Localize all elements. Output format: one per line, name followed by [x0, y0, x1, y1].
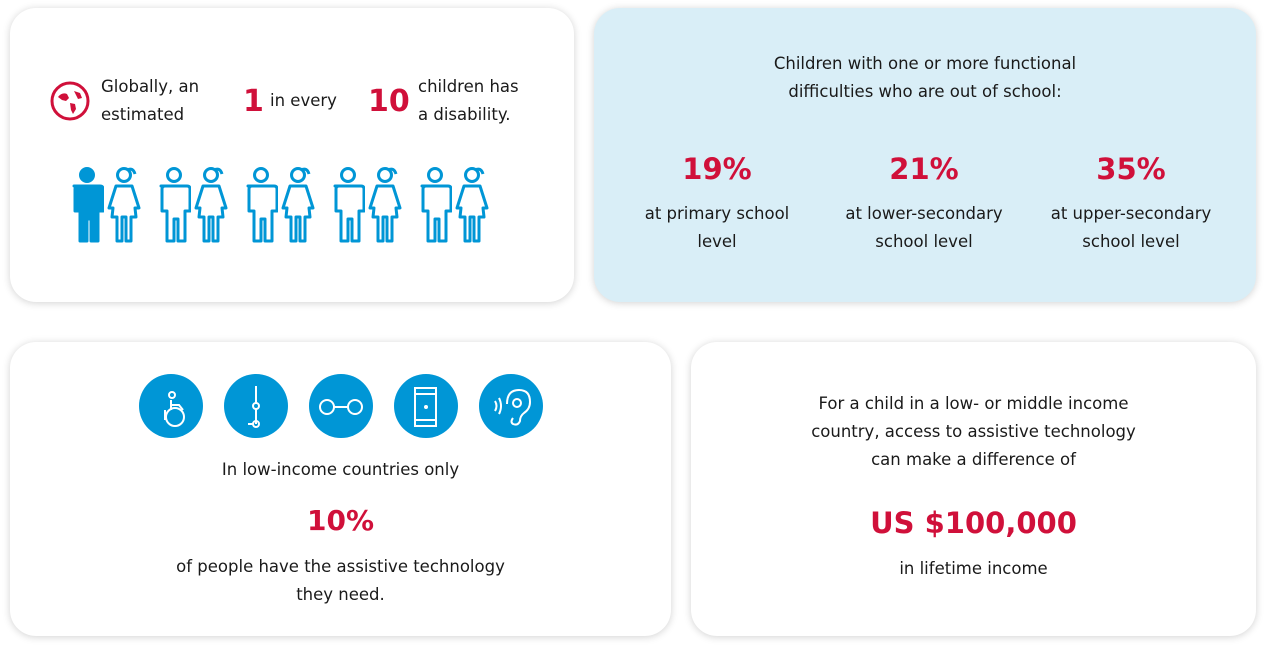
text: estimated [101, 105, 185, 124]
stat-label: school level [875, 232, 973, 251]
boy-figure-icon [418, 166, 453, 250]
title: difficulties who are out of school: [788, 82, 1062, 101]
text: In low-income countries only [221, 460, 460, 479]
out-of-school-card: Children with one or more functional dif… [594, 8, 1256, 302]
stat-label: at upper-secondary [1050, 204, 1212, 223]
text: in lifetime income [899, 559, 1048, 578]
girl-figure-icon [455, 166, 489, 250]
phone-icon [394, 374, 458, 438]
stat-label: level [697, 232, 737, 251]
stat-value: 10% [306, 504, 375, 537]
boy-figure-icon [331, 166, 366, 250]
wheelchair-icon [139, 374, 203, 438]
stat-value: 21% [889, 152, 959, 186]
girl-figure-icon [281, 166, 315, 250]
disability-card: Globally, an estimated 1 in every 10 chi… [10, 8, 574, 302]
glasses-icon [309, 374, 373, 438]
stat-label: at primary school [644, 204, 790, 223]
globe-icon [50, 81, 90, 121]
assistive-tech-card: In low-income countries only 10% of peop… [10, 342, 671, 636]
hearing-icon [479, 374, 543, 438]
text: Globally, an [101, 77, 200, 96]
text: For a child in a low- or middle income [818, 394, 1129, 413]
income-card: For a child in a low- or middle income c… [691, 342, 1256, 636]
girl-figure-icon [107, 166, 141, 250]
text: in every [270, 91, 337, 110]
text: a disability. [418, 105, 511, 124]
girl-figure-icon [368, 166, 402, 250]
stat-number: 10 [368, 84, 410, 119]
stat-value: US $100,000 [870, 506, 1077, 540]
girl-figure-icon [194, 166, 228, 250]
text: children has [418, 77, 519, 96]
title: Children with one or more functional [773, 54, 1077, 73]
text: can make a difference of [871, 450, 1076, 469]
stat-value: 19% [682, 152, 752, 186]
text: country, access to assistive technology [811, 422, 1136, 441]
text: they need. [296, 585, 385, 604]
stat-label: at lower-secondary [845, 204, 1003, 223]
boy-figure-icon [157, 166, 192, 250]
prosthesis-icon [224, 374, 288, 438]
stat-value: 35% [1096, 152, 1166, 186]
boy-figure-icon [70, 166, 105, 250]
stat-number: 1 [243, 84, 264, 119]
stat-label: school level [1082, 232, 1180, 251]
boy-figure-icon [244, 166, 279, 250]
text: of people have the assistive technology [176, 557, 505, 576]
